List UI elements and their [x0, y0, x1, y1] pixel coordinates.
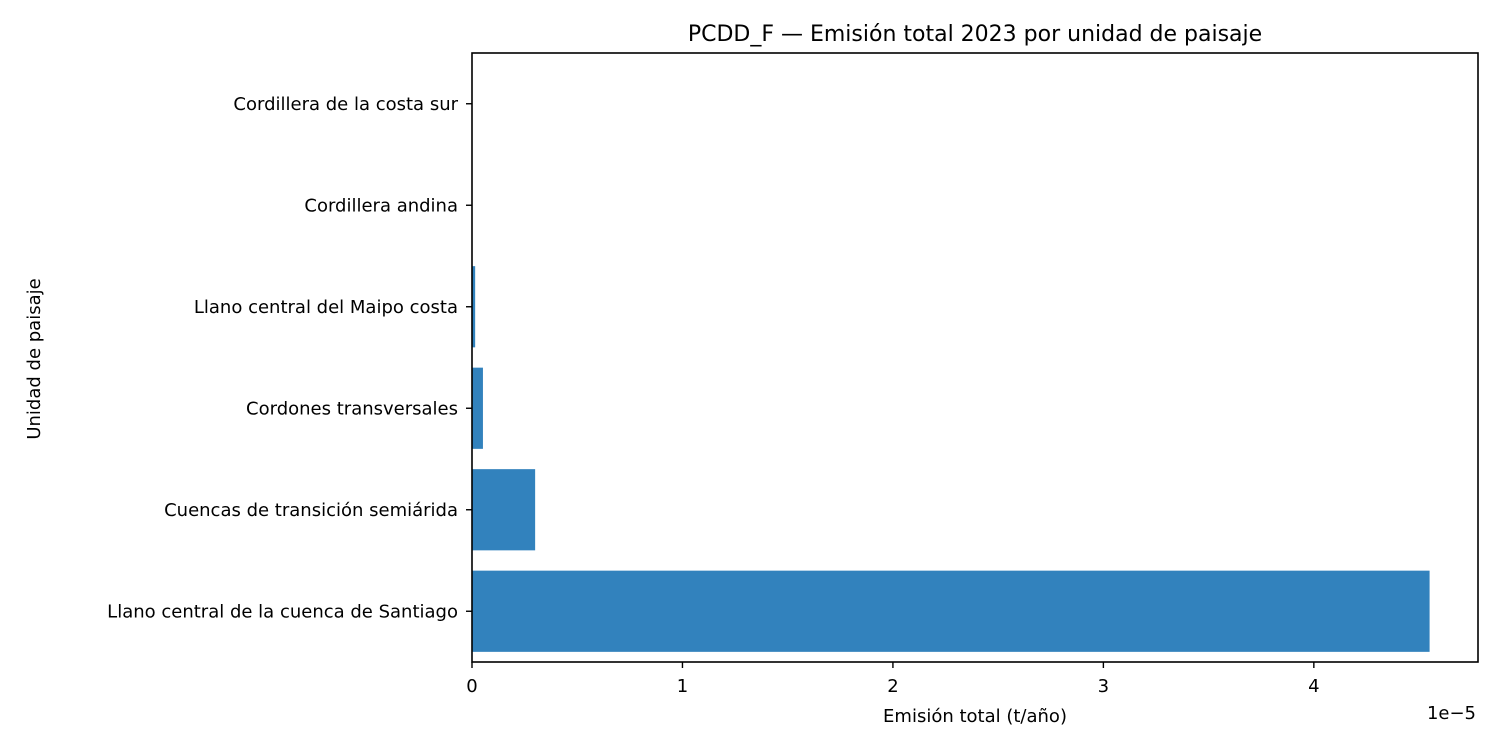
x-axis-title: Emisión total (t/año): [883, 706, 1067, 727]
bar: [472, 570, 1430, 652]
plot-frame: [471, 52, 1479, 663]
y-tick-label: Llano central de la cuenca de Santiago: [107, 601, 458, 622]
bar: [472, 266, 476, 348]
x-axis-ticks: 0 1 2 3 4: [466, 662, 1320, 697]
x-axis-offset-label: 1e−5: [1427, 703, 1476, 724]
x-tick-label: 4: [1308, 676, 1319, 697]
y-axis-ticks: Cordillera de la costa sur Cordillera and…: [107, 94, 472, 622]
bar: [472, 367, 483, 449]
y-tick-label: Cordillera andina: [304, 195, 458, 216]
x-tick-label: 1: [677, 676, 688, 697]
y-tick-label: Cuencas de transición semiárida: [164, 500, 458, 521]
y-tick-label: Llano central del Maipo costa: [194, 297, 458, 318]
y-tick-label: Cordillera de la costa sur: [233, 94, 458, 115]
y-tick-label: Cordones transversales: [246, 398, 458, 419]
x-tick-label: 3: [1098, 676, 1109, 697]
x-tick-label: 0: [466, 676, 477, 697]
bars-group: [472, 266, 1430, 652]
chart-title: PCDD_F — Emisión total 2023 por unidad d…: [688, 22, 1262, 47]
bar: [472, 469, 536, 551]
x-tick-label: 2: [887, 676, 898, 697]
y-axis-title: Unidad de paisaje: [24, 278, 45, 439]
